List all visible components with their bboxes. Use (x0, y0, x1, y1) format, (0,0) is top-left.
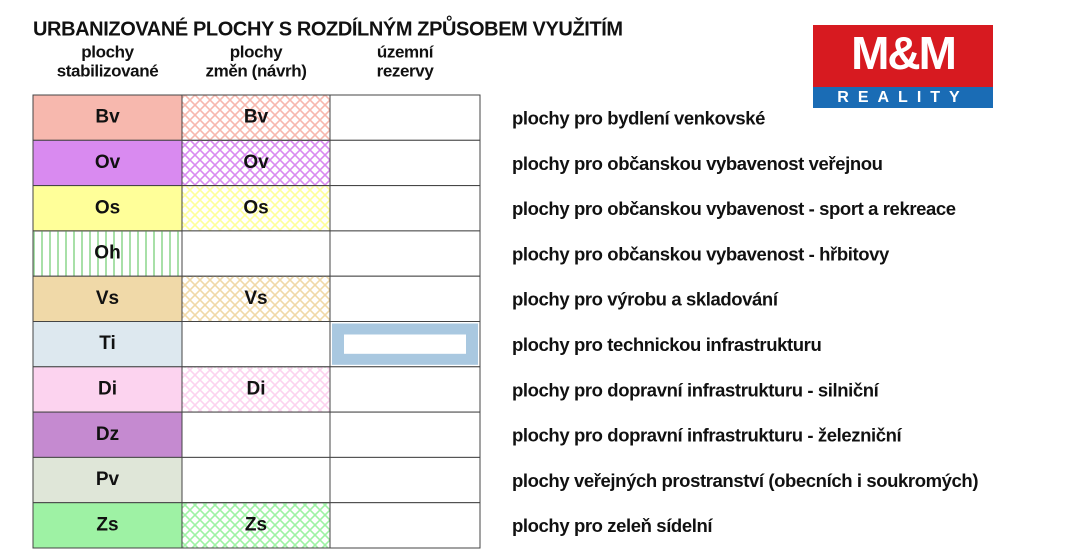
stabilized-cell (32, 275, 183, 323)
description: plochy veřejných prostranství (obecních … (512, 470, 978, 491)
change-cell (181, 411, 331, 458)
stabilized-cell (32, 94, 183, 141)
description: plochy pro občanskou vybavenost - hřbito… (512, 243, 890, 264)
change-code: Di (247, 378, 266, 399)
description: plochy pro technickou infrastrukturu (512, 334, 821, 355)
change-code: Bv (244, 107, 269, 128)
reserve-cell (329, 185, 481, 232)
reserve-cell (329, 411, 481, 458)
description: plochy pro občanskou vybavenost - sport … (512, 198, 956, 219)
change-code: Zs (245, 514, 267, 535)
stabilized-code: Zs (96, 514, 118, 535)
description: plochy pro občanskou vybavenost veřejnou (512, 153, 883, 174)
logo-subtitle: REALITY (837, 89, 968, 106)
change-cell (181, 275, 331, 323)
reserve-cell (329, 275, 481, 323)
change-code: Os (243, 197, 268, 218)
change-cell (181, 502, 331, 549)
description: plochy pro výrobu a skladování (512, 289, 779, 310)
stabilized-code: Oh (94, 243, 120, 264)
stabilized-cell (32, 230, 183, 277)
stabilized-code: Ov (95, 152, 121, 173)
stabilized-code: Ti (99, 333, 116, 354)
reserve-cell (329, 139, 481, 187)
column-header: změn (návrh) (206, 61, 307, 80)
logo-name: M&M (851, 27, 955, 79)
stabilized-cell (32, 502, 183, 549)
description: plochy pro dopravní infrastrukturu - sil… (512, 379, 880, 400)
change-cell (181, 321, 331, 368)
column-header: plochy (81, 42, 134, 61)
change-code: Ov (243, 152, 269, 173)
stabilized-cell (32, 366, 183, 413)
change-cell (181, 366, 331, 413)
stabilized-code: Di (98, 378, 117, 399)
change-code: Vs (244, 288, 267, 309)
stabilized-code: Bv (95, 107, 120, 128)
change-cell (181, 230, 331, 277)
description: plochy pro dopravní infrastrukturu - žel… (512, 425, 903, 446)
logo-bar (813, 87, 993, 108)
column-header: územní (377, 42, 435, 61)
reserve-cell (329, 456, 481, 504)
description: plochy pro zeleň sídelní (512, 515, 713, 536)
column-header: rezervy (377, 61, 435, 80)
reserve-inner (344, 334, 466, 354)
column-header: stabilizované (57, 61, 159, 80)
stabilized-code: Dz (96, 424, 119, 445)
column-header: plochy (230, 42, 283, 61)
reserve-cell (329, 230, 481, 277)
reserve-cell (329, 94, 481, 141)
stabilized-code: Vs (96, 288, 119, 309)
change-cell (181, 456, 331, 504)
description: plochy pro bydlení venkovské (512, 108, 765, 129)
title: URBANIZOVANÉ PLOCHY S ROZDÍLNÝM ZPŮSOBEM… (33, 14, 623, 40)
reserve-cell (329, 502, 481, 549)
stabilized-code: Pv (96, 469, 120, 490)
stabilized-code: Os (95, 197, 120, 218)
reserve-cell (329, 366, 481, 413)
stabilized-cell (32, 321, 183, 368)
